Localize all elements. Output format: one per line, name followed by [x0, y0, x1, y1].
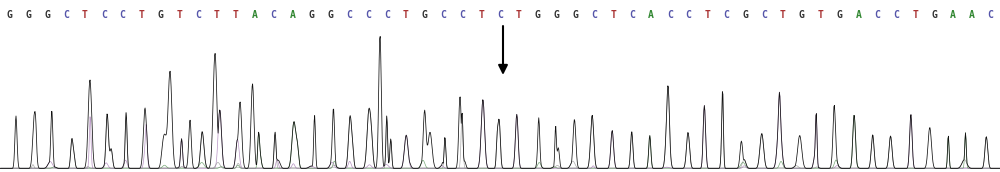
Text: G: G [25, 10, 31, 20]
Text: G: G [799, 10, 805, 20]
Text: C: C [120, 10, 126, 20]
Text: G: G [44, 10, 50, 20]
Text: G: G [6, 10, 12, 20]
Text: T: T [705, 10, 710, 20]
Text: A: A [648, 10, 654, 20]
Text: C: C [497, 10, 503, 20]
Text: C: C [667, 10, 673, 20]
Text: C: C [195, 10, 201, 20]
Text: G: G [554, 10, 560, 20]
Text: G: G [742, 10, 748, 20]
Text: C: C [761, 10, 767, 20]
Text: A: A [290, 10, 295, 20]
Text: T: T [478, 10, 484, 20]
Text: C: C [63, 10, 69, 20]
Text: C: C [346, 10, 352, 20]
Text: A: A [252, 10, 258, 20]
Text: T: T [610, 10, 616, 20]
Text: C: C [440, 10, 446, 20]
Text: G: G [573, 10, 578, 20]
Text: T: T [233, 10, 239, 20]
Text: G: G [931, 10, 937, 20]
Text: G: G [535, 10, 541, 20]
Text: T: T [403, 10, 409, 20]
Text: C: C [988, 10, 994, 20]
Text: C: C [365, 10, 371, 20]
Text: C: C [459, 10, 465, 20]
Text: T: T [139, 10, 144, 20]
Text: G: G [308, 10, 314, 20]
Text: A: A [856, 10, 861, 20]
Text: T: T [818, 10, 824, 20]
Text: T: T [516, 10, 522, 20]
Text: C: C [629, 10, 635, 20]
Text: A: A [950, 10, 956, 20]
Text: T: T [82, 10, 88, 20]
Text: G: G [157, 10, 163, 20]
Text: G: G [837, 10, 843, 20]
Text: C: C [591, 10, 597, 20]
Text: T: T [780, 10, 786, 20]
Text: T: T [176, 10, 182, 20]
Text: C: C [874, 10, 880, 20]
Text: G: G [422, 10, 427, 20]
Text: C: C [101, 10, 107, 20]
Text: T: T [214, 10, 220, 20]
Text: C: C [893, 10, 899, 20]
Text: C: C [384, 10, 390, 20]
Text: G: G [327, 10, 333, 20]
Text: C: C [686, 10, 692, 20]
Text: A: A [969, 10, 975, 20]
Text: C: C [271, 10, 277, 20]
Text: T: T [912, 10, 918, 20]
Text: C: C [723, 10, 729, 20]
